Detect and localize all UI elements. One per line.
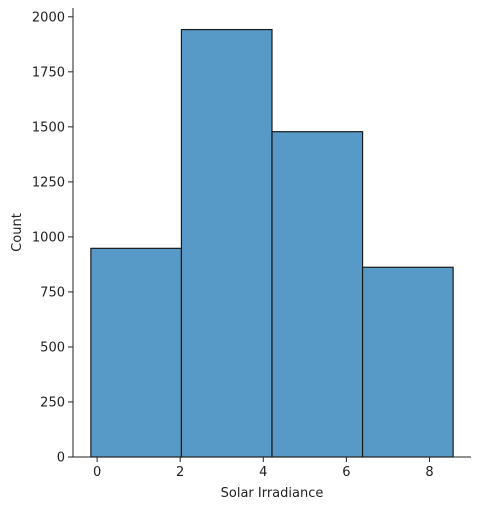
y-tick-label: 1500 [32, 120, 65, 135]
histogram-bar-0 [90, 247, 183, 458]
histogram-bar-2 [271, 131, 364, 458]
y-tick-label: 750 [40, 285, 65, 300]
histogram-bars [90, 28, 454, 458]
x-axis-label: Solar Irradiance [221, 486, 324, 501]
y-tick-label: 1750 [32, 65, 65, 80]
histogram-bar-1 [180, 28, 273, 458]
x-tick-label: 2 [176, 465, 184, 480]
y-tick-label: 250 [40, 395, 65, 410]
x-axis-ticks: 0 2 4 6 8 [93, 457, 434, 480]
y-tick-label: 2000 [32, 10, 65, 25]
x-tick-label: 8 [425, 465, 433, 480]
y-tick-label: 1250 [32, 175, 65, 190]
y-tick-label: 500 [40, 340, 65, 355]
y-tick-label: 0 [57, 451, 65, 466]
x-tick-label: 0 [93, 465, 101, 480]
x-tick-label: 6 [342, 465, 350, 480]
y-axis-label: Count [10, 213, 25, 252]
histogram-bar-3 [361, 266, 454, 458]
y-axis-ticks: 0 250 500 750 1000 1250 1500 1750 2000 [32, 10, 73, 466]
x-tick-label: 4 [259, 465, 267, 480]
y-tick-label: 1000 [32, 230, 65, 245]
